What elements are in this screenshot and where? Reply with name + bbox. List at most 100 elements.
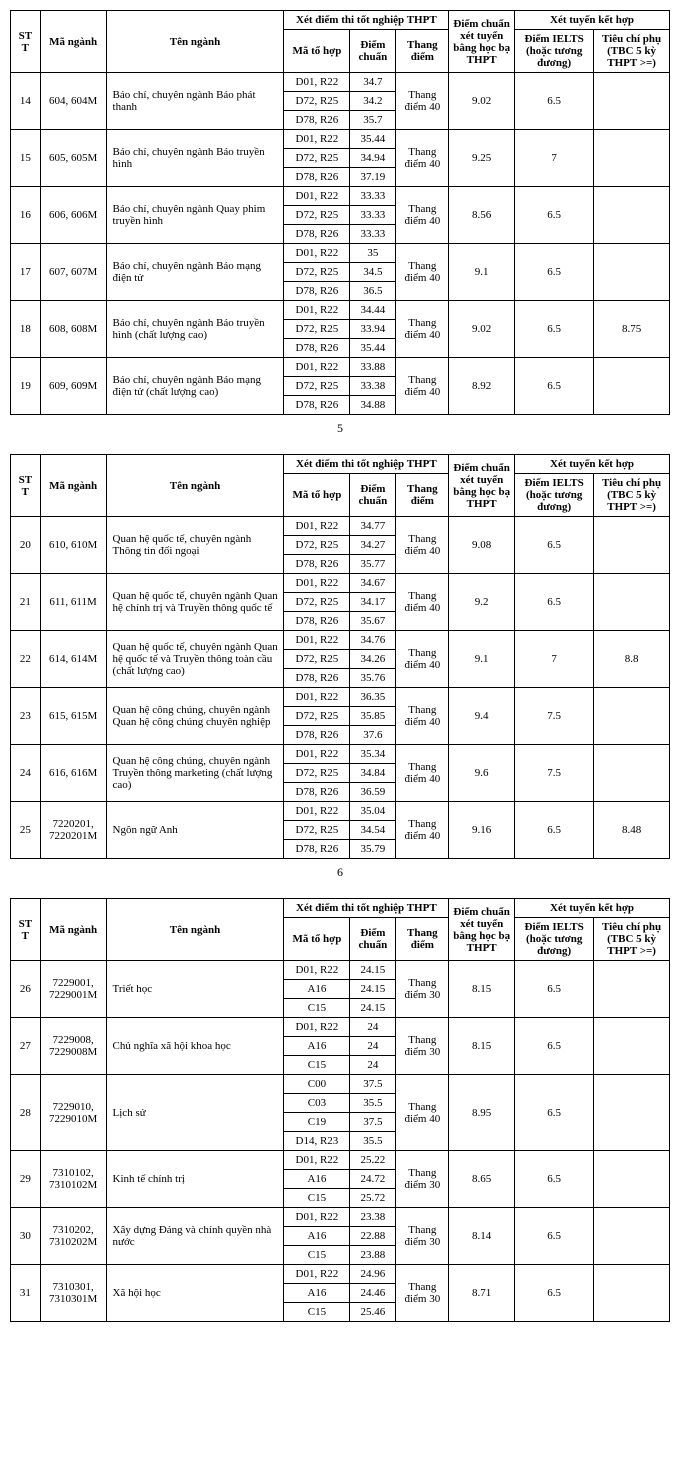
cell-ma-to-hop: D72, R25 [284, 536, 350, 555]
cell-stt: 29 [11, 1151, 41, 1208]
cell-ma-to-hop: D01, R22 [284, 130, 350, 149]
cell-ma-nganh: 7220201, 7220201M [40, 802, 106, 859]
cell-ma-to-hop: C15 [284, 1246, 350, 1265]
cell-ma-nganh: 607, 607M [40, 244, 106, 301]
cell-diem-chuan: 37.6 [350, 726, 396, 745]
header-ma-nganh: Mã ngành [40, 455, 106, 517]
table-row: 20610, 610MQuan hệ quốc tế, chuyên ngành… [11, 517, 670, 536]
header-thang-diem: Thang điểm [396, 918, 449, 961]
cell-hoc-ba: 8.95 [449, 1075, 515, 1151]
table-row: 14604, 604MBáo chí, chuyên ngành Báo phá… [11, 73, 670, 92]
cell-ma-nganh: 611, 611M [40, 574, 106, 631]
table-row: 297310102, 7310102MKinh tế chính trịD01,… [11, 1151, 670, 1170]
table-row: 18608, 608MBáo chí, chuyên ngành Báo tru… [11, 301, 670, 320]
cell-ten-nganh: Chủ nghĩa xã hội khoa học [106, 1018, 284, 1075]
header-xet-diem-thi: Xét điểm thi tốt nghiệp THPT [284, 455, 449, 474]
cell-hoc-ba: 8.15 [449, 961, 515, 1018]
cell-tieu-chi-phu [594, 1265, 670, 1322]
cell-tieu-chi-phu [594, 1151, 670, 1208]
cell-diem-chuan: 34.84 [350, 764, 396, 783]
cell-ma-to-hop: D01, R22 [284, 517, 350, 536]
cell-diem-chuan: 33.33 [350, 206, 396, 225]
cell-hoc-ba: 8.56 [449, 187, 515, 244]
header-ten-nganh: Tên ngành [106, 899, 284, 961]
cell-hoc-ba: 9.2 [449, 574, 515, 631]
cell-hoc-ba: 8.15 [449, 1018, 515, 1075]
cell-ma-to-hop: D78, R26 [284, 726, 350, 745]
cell-diem-chuan: 23.88 [350, 1246, 396, 1265]
cell-ma-to-hop: D01, R22 [284, 73, 350, 92]
cell-ielts: 6.5 [515, 1208, 594, 1265]
cell-diem-chuan: 34.2 [350, 92, 396, 111]
cell-diem-chuan: 33.94 [350, 320, 396, 339]
cell-diem-chuan: 25.72 [350, 1189, 396, 1208]
cell-ielts: 7.5 [515, 688, 594, 745]
cell-ma-to-hop: D78, R26 [284, 225, 350, 244]
table-row: 277229008, 7229008MChủ nghĩa xã hội khoa… [11, 1018, 670, 1037]
cell-ma-to-hop: D78, R26 [284, 555, 350, 574]
cell-tieu-chi-phu [594, 688, 670, 745]
cell-thang-diem: Thang điểm 40 [396, 802, 449, 859]
cell-ielts: 6.5 [515, 574, 594, 631]
cell-diem-chuan: 35.44 [350, 339, 396, 358]
cell-tieu-chi-phu: 8.8 [594, 631, 670, 688]
header-xet-tuyen-ket-hop: Xét tuyển kết hợp [515, 899, 670, 918]
cell-tieu-chi-phu [594, 517, 670, 574]
cell-ielts: 7 [515, 130, 594, 187]
cell-ma-to-hop: D01, R22 [284, 574, 350, 593]
header-tieu-chi-phu: Tiêu chí phụ (TBC 5 kỳ THPT >=) [594, 474, 670, 517]
cell-ma-to-hop: D72, R25 [284, 593, 350, 612]
header-ma-nganh: Mã ngành [40, 11, 106, 73]
table-row: 287229010, 7229010MLịch sửC0037.5Thang đ… [11, 1075, 670, 1094]
cell-diem-chuan: 35.67 [350, 612, 396, 631]
cell-diem-chuan: 34.7 [350, 73, 396, 92]
cell-stt: 30 [11, 1208, 41, 1265]
cell-ma-to-hop: C00 [284, 1075, 350, 1094]
header-ma-to-hop: Mã tổ hợp [284, 474, 350, 517]
table-row: 257220201, 7220201MNgôn ngữ AnhD01, R223… [11, 802, 670, 821]
admission-table: STTMã ngànhTên ngànhXét điểm thi tốt ngh… [10, 10, 670, 415]
cell-diem-chuan: 35.79 [350, 840, 396, 859]
cell-ma-to-hop: D72, R25 [284, 764, 350, 783]
header-diem-ielts: Điểm IELTS (hoặc tương đương) [515, 30, 594, 73]
cell-tieu-chi-phu [594, 130, 670, 187]
cell-diem-chuan: 36.59 [350, 783, 396, 802]
cell-ma-to-hop: D78, R26 [284, 612, 350, 631]
cell-ten-nganh: Báo chí, chuyên ngành Quay phim truyền h… [106, 187, 284, 244]
cell-ma-to-hop: D01, R22 [284, 961, 350, 980]
cell-ma-nganh: 616, 616M [40, 745, 106, 802]
cell-ma-nganh: 7229008, 7229008M [40, 1018, 106, 1075]
cell-diem-chuan: 34.76 [350, 631, 396, 650]
cell-diem-chuan: 33.33 [350, 225, 396, 244]
header-ten-nganh: Tên ngành [106, 11, 284, 73]
cell-ten-nganh: Báo chí, chuyên ngành Báo phát thanh [106, 73, 284, 130]
header-hoc-ba: Điểm chuẩn xét tuyển bằng học bạ THPT [449, 455, 515, 517]
cell-ielts: 6.5 [515, 802, 594, 859]
cell-stt: 17 [11, 244, 41, 301]
table-row: 21611, 611MQuan hệ quốc tế, chuyên ngành… [11, 574, 670, 593]
header-diem-ielts: Điểm IELTS (hoặc tương đương) [515, 918, 594, 961]
cell-ma-to-hop: D01, R22 [284, 1265, 350, 1284]
header-xet-tuyen-ket-hop: Xét tuyển kết hợp [515, 455, 670, 474]
cell-diem-chuan: 34.5 [350, 263, 396, 282]
cell-diem-chuan: 34.27 [350, 536, 396, 555]
cell-diem-chuan: 34.67 [350, 574, 396, 593]
cell-ten-nganh: Quan hệ quốc tế, chuyên ngành Quan hệ qu… [106, 631, 284, 688]
cell-ma-to-hop: C15 [284, 1056, 350, 1075]
table-row: 17607, 607MBáo chí, chuyên ngành Báo mạn… [11, 244, 670, 263]
cell-ma-to-hop: D01, R22 [284, 631, 350, 650]
cell-tieu-chi-phu [594, 961, 670, 1018]
cell-thang-diem: Thang điểm 40 [396, 517, 449, 574]
cell-ma-to-hop: D01, R22 [284, 187, 350, 206]
cell-tieu-chi-phu [594, 1208, 670, 1265]
cell-diem-chuan: 24 [350, 1056, 396, 1075]
cell-ma-to-hop: D72, R25 [284, 320, 350, 339]
cell-stt: 23 [11, 688, 41, 745]
cell-thang-diem: Thang điểm 40 [396, 130, 449, 187]
cell-stt: 27 [11, 1018, 41, 1075]
cell-ma-to-hop: D72, R25 [284, 707, 350, 726]
cell-ielts: 6.5 [515, 244, 594, 301]
cell-ma-to-hop: D78, R26 [284, 168, 350, 187]
cell-tieu-chi-phu [594, 358, 670, 415]
cell-ma-to-hop: C03 [284, 1094, 350, 1113]
